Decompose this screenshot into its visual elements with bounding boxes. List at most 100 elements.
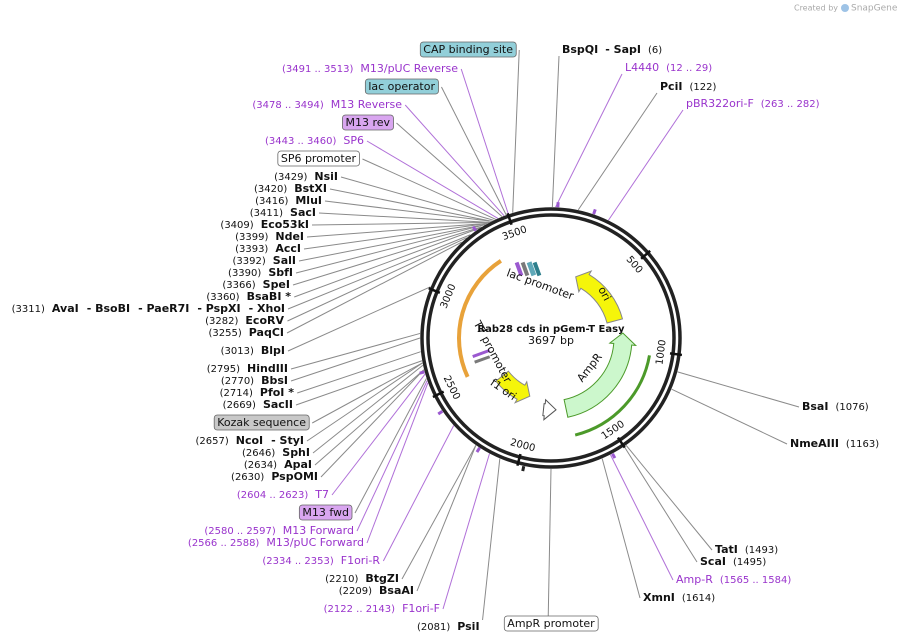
leader-line: [294, 227, 480, 298]
label-part: M13 Reverse: [331, 98, 402, 111]
leader-line: [320, 369, 425, 478]
feature-box-frame: [342, 114, 394, 131]
site-mark: [419, 370, 425, 375]
label-part: - PspXI: [197, 302, 240, 315]
leader-line: [306, 362, 423, 442]
leader-line: [551, 55, 560, 208]
label-part: - StyI: [271, 434, 304, 447]
plasmid-length: 3697 bp: [528, 334, 574, 347]
label-part: (2634): [244, 460, 277, 471]
enzyme-label: (2209) BsaAI: [339, 584, 414, 597]
label-part: SalI: [273, 254, 296, 267]
site-mark: [471, 225, 478, 232]
feature-box-frame: [364, 78, 439, 95]
label-part: (2630): [231, 472, 264, 483]
t7-feature-cluster: [472, 348, 491, 364]
enzyme-label: NmeAIII (1163): [790, 437, 879, 450]
primer-label: (2580 .. 2597) M13 Forward: [204, 524, 354, 537]
label-part: (3478 .. 3494): [252, 100, 324, 111]
leader-line: [362, 158, 496, 220]
leader-line: [608, 109, 684, 221]
label-part: - BsoBI: [87, 302, 130, 315]
label-part: (2604 .. 2623): [237, 490, 309, 501]
ruler-tick: [506, 212, 513, 226]
credit-brand: SnapGene: [851, 4, 898, 14]
leader-line: [295, 360, 423, 406]
leader-line: [577, 92, 658, 211]
enzyme-label: ScaI (1495): [700, 555, 766, 568]
primer-label: (2122 .. 2143) F1ori-F: [324, 602, 440, 615]
feature-block: [532, 261, 542, 277]
feature-box-frame: [213, 414, 310, 431]
leader-line: [356, 380, 428, 532]
primer-label: (3478 .. 3494) M13 Reverse: [252, 98, 402, 111]
leader-line: [286, 241, 462, 334]
enzyme-label: (3393) AccI: [235, 242, 301, 255]
label-part: M13/pUC Reverse: [360, 62, 458, 75]
feature-block: [526, 261, 537, 277]
feature-label: ori: [595, 284, 613, 303]
label-part: (3390): [228, 268, 261, 279]
label-part: (3411): [250, 208, 283, 219]
label-part: ApaI: [284, 458, 312, 471]
label-part: (2669): [223, 400, 256, 411]
leader-line: [601, 458, 641, 599]
label-part: PsiI: [457, 620, 479, 633]
label-part: (3420): [254, 184, 287, 195]
site-mark: [475, 447, 481, 453]
ruler-tick: [428, 287, 441, 294]
feature-block: [520, 261, 530, 277]
ori-arrow: [575, 270, 624, 324]
label-part: (3282): [205, 316, 238, 327]
label-part: XmnI: [643, 591, 675, 604]
leader-line: [324, 200, 492, 222]
leader-line: [623, 446, 698, 563]
label-part: MluI: [295, 194, 322, 207]
feature-box: M13 fwd: [298, 504, 353, 521]
label-part: ScaI: [700, 555, 726, 568]
label-part: (12 .. 29): [666, 63, 712, 74]
ruler-tick: [616, 436, 626, 449]
ampr-arrow: [563, 332, 638, 418]
enzyme-label: (3392) SalI: [233, 254, 296, 267]
label-part: - SapI: [605, 43, 641, 56]
ruler-label: 2000: [509, 437, 536, 454]
label-part: (3491 .. 3513): [282, 64, 354, 75]
enzyme-label: (2669) SacII: [223, 398, 293, 411]
primer-label: (3443 .. 3460) SP6: [265, 134, 364, 147]
enzyme-label: (3013) BlpI: [221, 344, 285, 357]
label-part: (2334 .. 2353): [262, 556, 334, 567]
leader-line: [441, 86, 507, 216]
leader-line: [482, 458, 501, 621]
label-part: (2122 .. 2143): [324, 604, 396, 615]
enzyme-label: (2081) PsiI: [417, 620, 480, 633]
leader-line: [298, 224, 486, 262]
primer-label: (3491 .. 3513) M13/pUC Reverse: [282, 62, 458, 75]
label-part: (3409): [220, 220, 253, 231]
label-part: BsaBI *: [247, 290, 292, 303]
enzyme-label: (3390) SbfI: [228, 266, 293, 279]
label-part: T7: [314, 488, 329, 501]
label-part: F1ori-R: [341, 554, 381, 567]
enzyme-label: (3255) PaqCI: [209, 326, 285, 339]
label-part: AccI: [275, 242, 301, 255]
plasmid-name: Rab28 cds in pGem-T Easy: [477, 324, 625, 335]
label-part: (2795): [207, 364, 240, 375]
label-part: L4440: [625, 61, 659, 74]
label-part: (3255): [209, 328, 242, 339]
enzyme-label: (2770) BbsI: [221, 374, 288, 387]
site-mark: [592, 208, 597, 215]
label-part: HindIII: [247, 362, 288, 375]
ruler-label: 1000: [654, 339, 668, 366]
enzyme-label: XmnI (1614): [643, 591, 715, 604]
label-part: (1493): [745, 545, 778, 556]
primer-label: (2604 .. 2623) T7: [237, 488, 329, 501]
feature-box-label: SP6 promoter: [281, 152, 357, 165]
backbone-inner: [426, 213, 676, 463]
leader-line: [460, 68, 509, 215]
feature-box-label: lac operator: [368, 80, 435, 93]
feature-box-label: AmpR promoter: [507, 617, 595, 630]
leader-line: [555, 73, 623, 208]
feature-box-frame: [419, 41, 517, 58]
label-part: BstXI: [294, 182, 327, 195]
